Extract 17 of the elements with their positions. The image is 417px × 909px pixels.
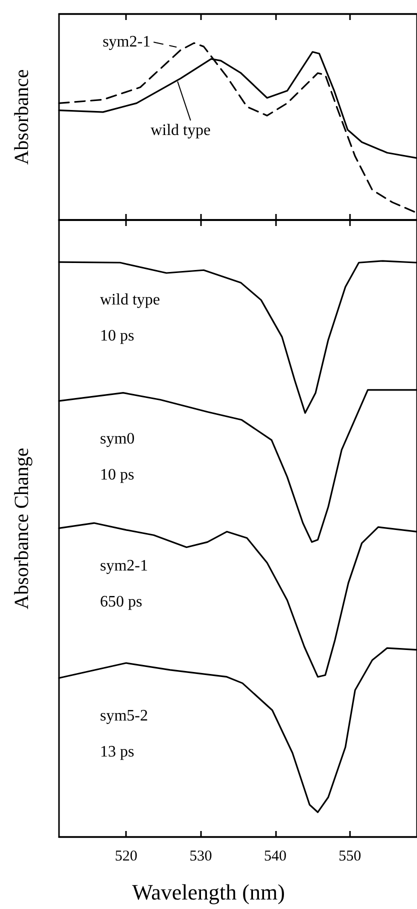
x-tick-label: 530 <box>189 848 212 864</box>
annotation: 13 ps <box>100 743 134 760</box>
text: sym0 <box>100 430 135 448</box>
annotation: 650 ps <box>100 594 142 611</box>
annotation: 10 ps <box>100 466 134 484</box>
x-axis-title: Wavelength (nm) <box>132 880 285 904</box>
x-tick-label: 520 <box>114 848 138 864</box>
x-tick-label: 540 <box>264 848 287 864</box>
annotation: 10 ps <box>100 328 134 345</box>
series-label: wild type <box>100 292 160 309</box>
y-axis-title: Absorbance <box>11 69 33 165</box>
text: sym5-2 <box>100 707 148 724</box>
y-axis-title: Absorbance Change <box>11 448 33 610</box>
series-label: wild type <box>150 122 211 139</box>
series-label: sym2-1 <box>100 558 148 575</box>
x-tick-label: 550 <box>338 848 362 864</box>
legend-label: sym2-1 <box>102 34 151 51</box>
